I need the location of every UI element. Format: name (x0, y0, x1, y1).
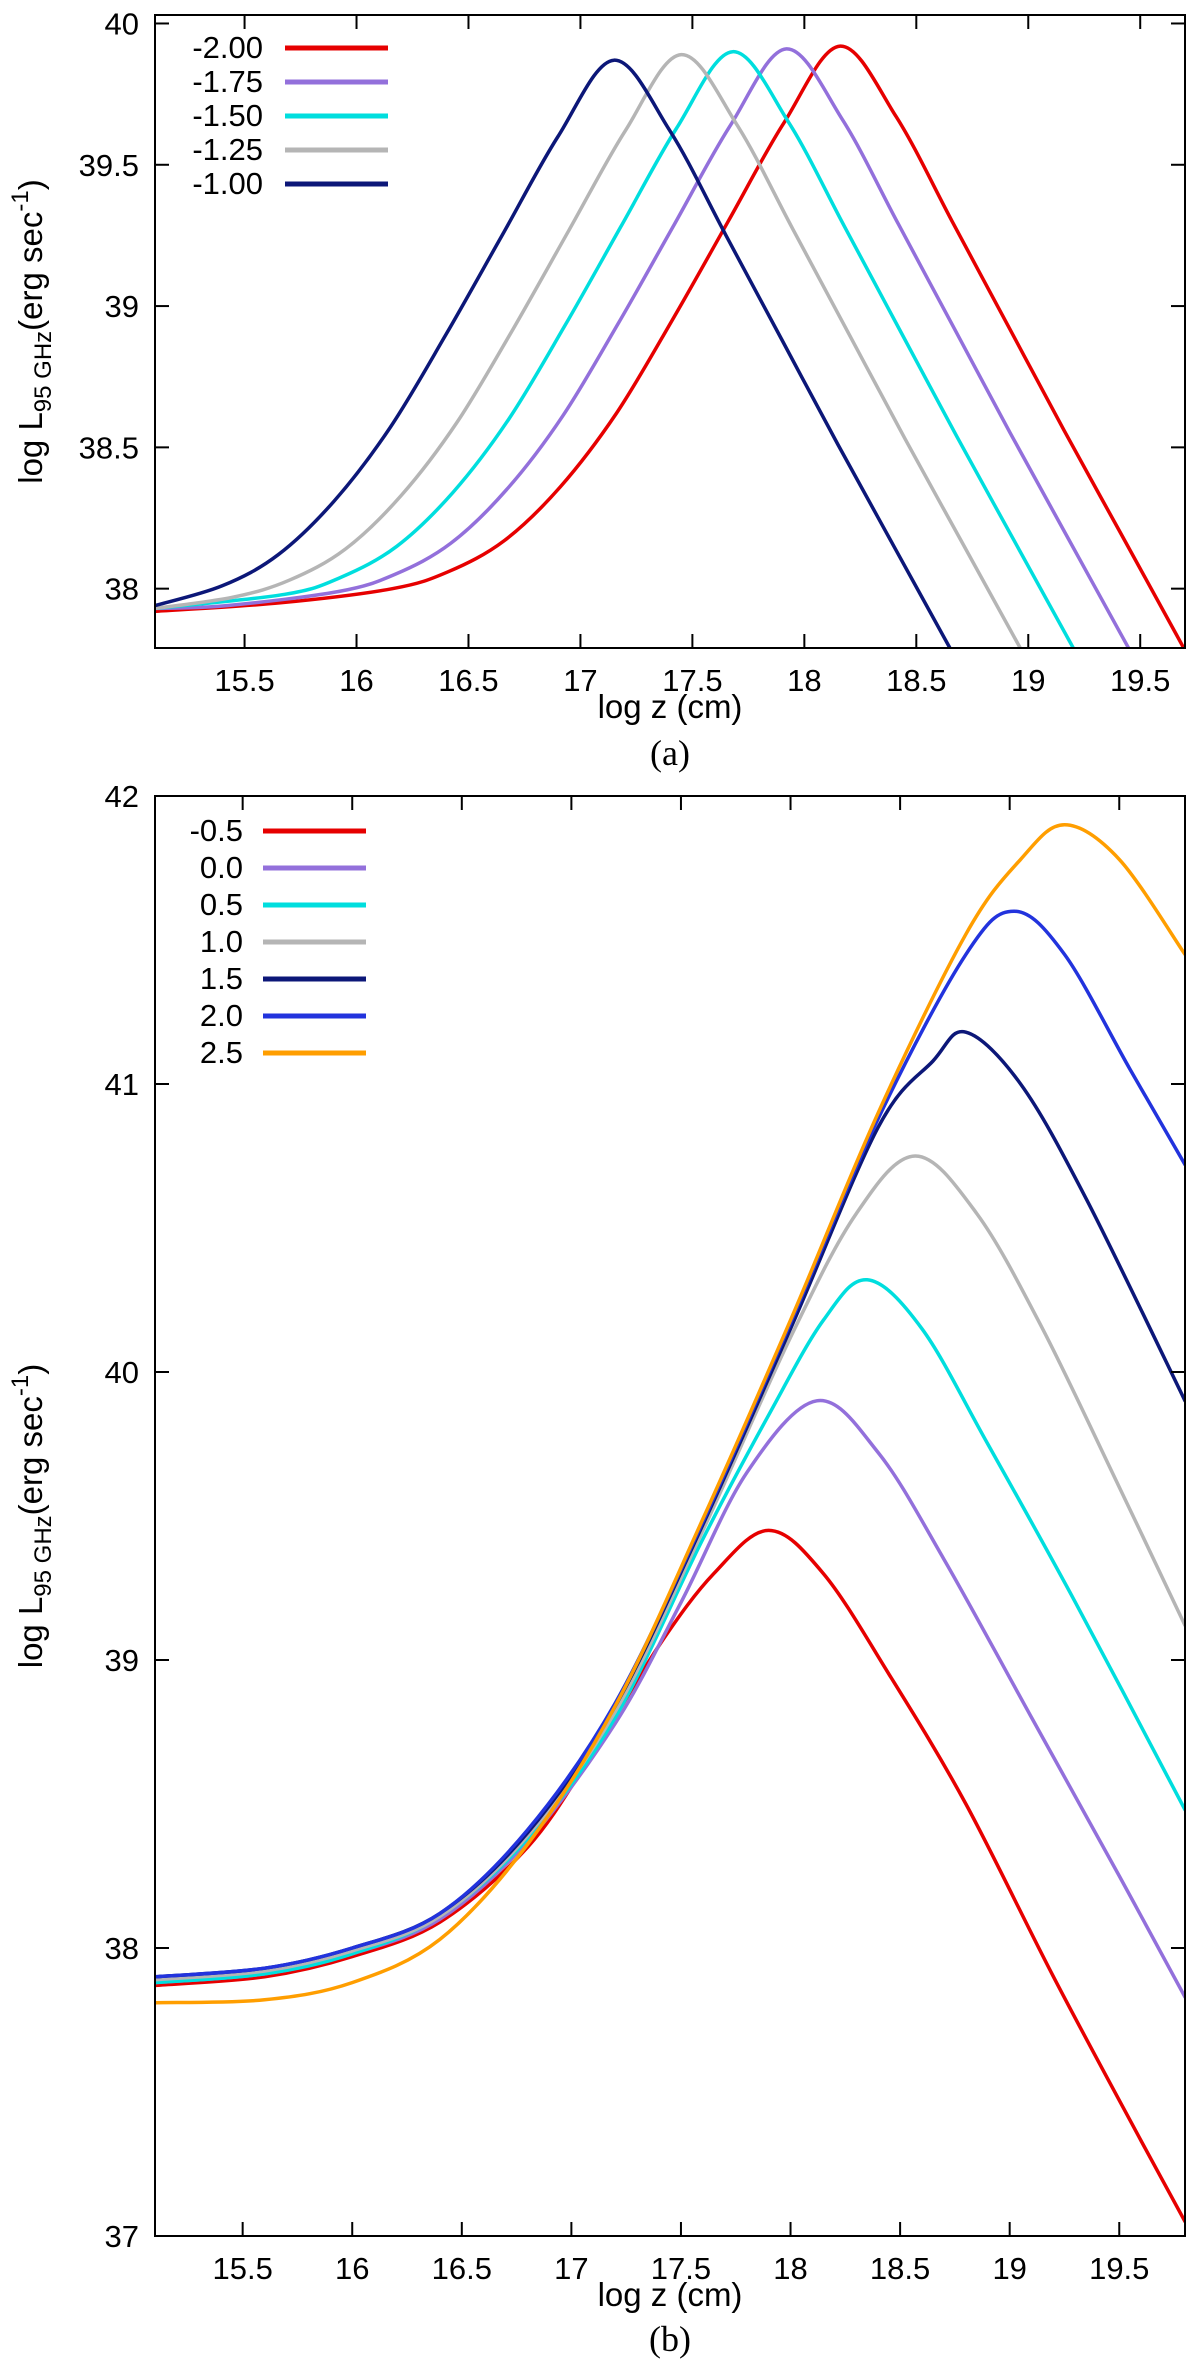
svg-text:2.0: 2.0 (200, 998, 243, 1033)
svg-text:18: 18 (787, 663, 821, 698)
svg-text:42: 42 (105, 779, 139, 814)
svg-text:38: 38 (105, 1931, 139, 1966)
svg-text:18: 18 (773, 2251, 807, 2286)
chart-a-caption: (a) (650, 733, 690, 773)
svg-text:38.5: 38.5 (79, 430, 139, 465)
svg-text:19.5: 19.5 (1110, 663, 1170, 698)
chart-b-plot: 15.5 16 16.5 17 17.5 18 18.5 19 19.5 37 38 39 40 41 42… (0, 776, 1200, 2316)
svg-text:40: 40 (105, 6, 139, 41)
svg-text:log z (cm): log z (cm) (598, 688, 743, 725)
chart-b: 15.5 16 16.5 17 17.5 18 18.5 19 19.5 37 38 39 40 41 42… (0, 776, 1200, 2362)
chart-b-caption: (b) (649, 2319, 691, 2359)
svg-text:17.5: 17.5 (651, 2251, 711, 2286)
svg-text:17: 17 (554, 2251, 588, 2286)
svg-text:16.5: 16.5 (438, 663, 498, 698)
svg-text:18.5: 18.5 (870, 2251, 930, 2286)
svg-text:16: 16 (339, 663, 373, 698)
svg-text:log L95 GHz(erg sec-1): log L95 GHz(erg sec-1) (7, 1364, 57, 1669)
svg-text:39: 39 (105, 289, 139, 324)
svg-text:16: 16 (335, 2251, 369, 2286)
svg-text:15.5: 15.5 (214, 663, 274, 698)
svg-text:17: 17 (563, 663, 597, 698)
svg-text:39: 39 (105, 1643, 139, 1678)
chart-a: 15.5 16 16.5 17 17.5 18 18.5 19 19.5 38 38.5 39 39.5… (0, 0, 1200, 776)
svg-text:38: 38 (105, 572, 139, 607)
chart-a-plot: 15.5 16 16.5 17 17.5 18 18.5 19 19.5 38 38.5 39 39.5… (0, 0, 1200, 730)
svg-text:-1.50: -1.50 (192, 98, 263, 133)
svg-text:19: 19 (992, 2251, 1026, 2286)
svg-text:15.5: 15.5 (212, 2251, 272, 2286)
svg-text:log L95 GHz(erg sec-1): log L95 GHz(erg sec-1) (7, 179, 57, 484)
svg-text:0.0: 0.0 (200, 850, 243, 885)
svg-text:39.5: 39.5 (79, 148, 139, 183)
svg-text:16.5: 16.5 (432, 2251, 492, 2286)
svg-text:2.5: 2.5 (200, 1035, 243, 1070)
svg-text:19: 19 (1011, 663, 1045, 698)
svg-text:1.0: 1.0 (200, 924, 243, 959)
svg-text:-2.00: -2.00 (192, 30, 263, 65)
svg-text:1.5: 1.5 (200, 961, 243, 996)
svg-text:-1.25: -1.25 (192, 132, 263, 167)
svg-text:19.5: 19.5 (1089, 2251, 1149, 2286)
svg-text:-1.00: -1.00 (192, 166, 263, 201)
svg-text:17.5: 17.5 (662, 663, 722, 698)
svg-text:log z (cm): log z (cm) (598, 2276, 743, 2313)
svg-text:40: 40 (105, 1355, 139, 1390)
svg-text:0.5: 0.5 (200, 887, 243, 922)
svg-text:-0.5: -0.5 (190, 813, 243, 848)
svg-text:41: 41 (105, 1067, 139, 1102)
svg-text:-1.75: -1.75 (192, 64, 263, 99)
svg-text:18.5: 18.5 (886, 663, 946, 698)
svg-text:37: 37 (105, 2219, 139, 2254)
